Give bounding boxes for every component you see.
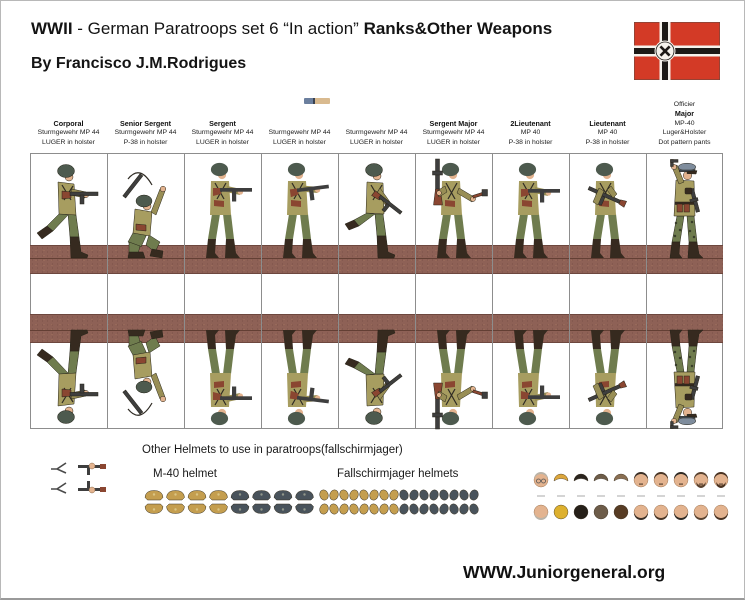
figure-paratrooper-4 <box>282 162 331 259</box>
site-link[interactable]: WWW.Juniorgeneral.org <box>463 562 666 582</box>
figure-lieutenant <box>587 329 627 426</box>
figure-2lieutenant <box>513 162 560 259</box>
column-label-sergent-major: Sergent Major Sturmgewehr MP 44 LUGER in… <box>422 118 485 146</box>
byline: By Francisco J.M.Rodrigues <box>31 55 247 72</box>
grid-divider <box>261 153 262 429</box>
column-label-2lieutenant: 2Lieutenant MP 40 P-38 in holster <box>508 118 553 146</box>
spare-weapons-icon <box>51 462 106 494</box>
title-middle: - German Paratroops set 6 “In action” <box>72 19 364 38</box>
fallschirmjager-helmets-label: Fallschirmjager helmets <box>337 468 459 480</box>
grid-divider <box>415 153 416 429</box>
page-title: WWII - German Paratroops set 6 “In actio… <box>31 19 552 39</box>
stray-sprite <box>304 98 330 104</box>
spare-heads-icon <box>533 472 729 520</box>
column-label-lieutenant: Lieutenant MP 40 P-38 in holster <box>585 118 630 146</box>
fallschirmjager-helmets-icon <box>319 488 481 516</box>
grid-divider <box>646 153 647 429</box>
m40-helmets-icon <box>144 490 314 514</box>
figures-inverted-row <box>30 328 723 430</box>
title-suffix: Ranks&Other Weapons <box>363 19 553 38</box>
title-set-name: WWII <box>31 19 73 38</box>
column-label-sergent: Sergent Sturmgewehr MP 44 LUGER in holst… <box>191 118 254 146</box>
grid-divider <box>569 153 570 429</box>
figure-paratrooper-4 <box>282 329 331 426</box>
figure-paratrooper-5 <box>344 163 403 259</box>
figure-officier-major <box>669 329 704 429</box>
figure-paratrooper-5 <box>344 329 403 425</box>
helmets-heading: Other Helmets to use in paratroops(falls… <box>142 444 403 456</box>
fold-sole-line-bottom <box>30 330 723 331</box>
ground-strip-bottom <box>30 314 723 343</box>
ground-strip-top <box>30 245 723 274</box>
grid-divider <box>338 153 339 429</box>
m40-helmet-label: M-40 helmet <box>153 468 217 480</box>
figure-2lieutenant <box>513 329 560 426</box>
column-label-corporal: Corporal Sturmgewehr MP 44 LUGER in hols… <box>37 118 100 146</box>
figure-corporal <box>36 329 99 424</box>
figures-upright-row <box>30 158 723 260</box>
grid-divider <box>107 153 108 429</box>
german-war-flag-image <box>634 22 720 80</box>
figure-grid <box>30 153 723 429</box>
grid-divider <box>184 153 185 429</box>
figure-sergent-major <box>432 329 488 430</box>
figure-senior-sergent <box>122 172 167 259</box>
fold-sole-line-top <box>30 258 723 259</box>
column-label-officier-major: Officier Major MP-40 Luger&Holster Dot p… <box>658 100 711 146</box>
figure-sergent <box>205 162 252 259</box>
figure-sergent <box>205 329 252 426</box>
figure-senior-sergent <box>122 329 167 416</box>
figure-officier-major <box>669 159 704 259</box>
figure-corporal <box>36 164 99 259</box>
grid-divider <box>492 153 493 429</box>
column-label-4: Sturmgewehr MP 44 LUGER in holster <box>268 129 331 146</box>
flag-emblem <box>659 45 671 57</box>
figure-lieutenant <box>587 162 627 259</box>
column-label-5: Sturmgewehr MP 44 LUGER in holster <box>345 129 408 146</box>
figure-sergent-major <box>432 158 488 259</box>
column-label-senior-sergent: Senior Sergent Sturmgewehr MP 44 P-38 in… <box>114 118 177 146</box>
